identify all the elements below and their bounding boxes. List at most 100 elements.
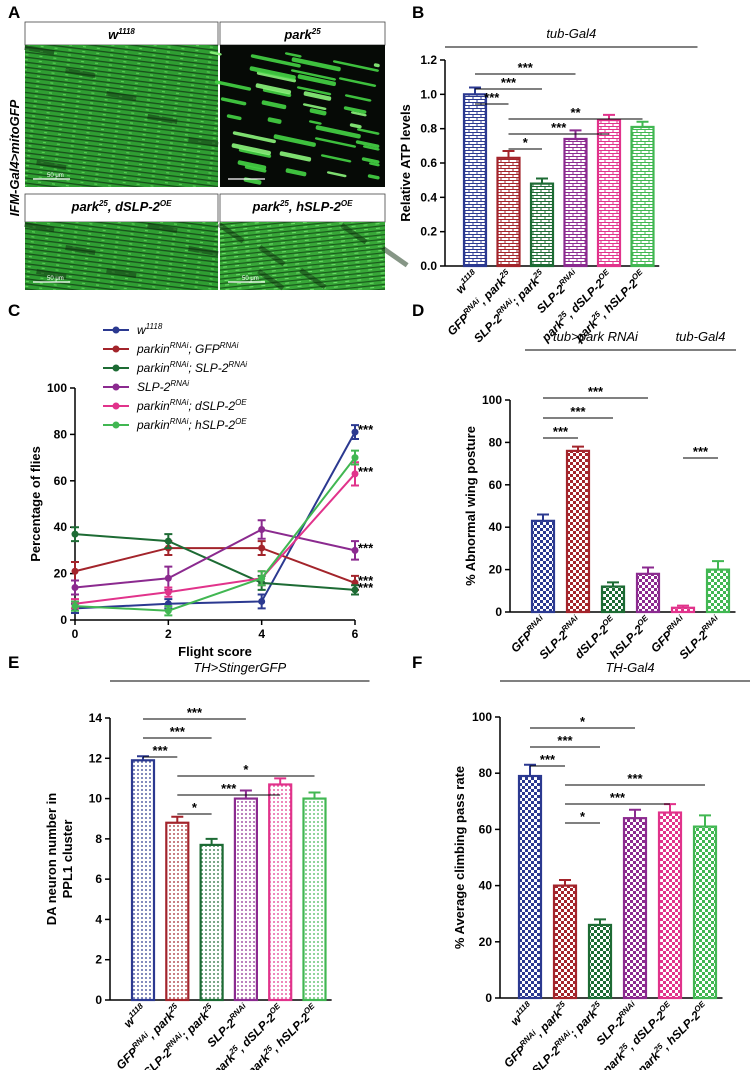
error-bar: [712, 560, 724, 570]
legend-label: parkinRNAi; GFPRNAi: [136, 341, 239, 356]
y-tick-label: 4: [95, 912, 102, 926]
error-bar: [502, 149, 515, 158]
significance-label: ***: [588, 384, 604, 399]
legend-label-part: RNAi: [220, 341, 239, 350]
y-tick-label: 2: [95, 953, 102, 967]
significance-label: ***: [570, 404, 586, 419]
error-bar: [607, 581, 619, 587]
x-axis-label: Flight score: [178, 644, 252, 659]
x-tick-label-part: RNAi: [228, 1001, 249, 1022]
significance-label: ***: [187, 705, 203, 720]
mito-streak: [367, 174, 380, 180]
bar: [496, 156, 521, 268]
y-axis-label: Percentage of flies: [28, 446, 43, 562]
legend-label-part: 1118: [146, 322, 163, 331]
bar: [596, 118, 622, 268]
panel-letter: B: [412, 3, 424, 22]
shadow: [299, 268, 327, 290]
image-label-part: 1118: [118, 27, 135, 36]
bar: [552, 884, 578, 1000]
point: [351, 586, 359, 594]
error-bar: [699, 814, 711, 827]
legend-marker: [112, 345, 120, 353]
point: [351, 454, 359, 462]
point: [71, 567, 79, 575]
y-tick-label: 1.0: [420, 87, 437, 101]
shadow: [36, 160, 67, 171]
error-bar: [205, 837, 218, 845]
error-bar: [594, 918, 606, 925]
legend-label-part: RNAi: [170, 417, 189, 426]
y-tick-label: 80: [54, 427, 68, 441]
y-tick-label: 0.2: [420, 225, 437, 239]
x-tick-label-part: RNAi: [700, 613, 721, 634]
panel-letter: D: [412, 301, 424, 320]
significance-label: **: [570, 105, 581, 120]
x-tick-label-part: dSLP-2: [572, 622, 611, 661]
mito-streak: [262, 88, 292, 98]
mito-streak: [273, 134, 316, 147]
error-bar: [559, 878, 571, 886]
x-tick-label-part: 1118: [459, 267, 477, 285]
legend-marker: [112, 421, 120, 429]
legend-label: parkinRNAi; hSLP-2OE: [136, 417, 247, 432]
y-tick-label: 40: [54, 520, 68, 534]
bar: [563, 137, 588, 268]
shadow: [188, 246, 219, 257]
error-bar: [569, 129, 582, 139]
image-label-part: w: [108, 27, 119, 42]
legend-label: w1118: [137, 322, 163, 337]
error-bar: [274, 777, 287, 785]
significance-label: ***: [557, 733, 573, 748]
bar: [130, 759, 156, 1002]
error-bar: [537, 513, 549, 521]
mito-streak: [320, 154, 352, 163]
micrograph: [25, 45, 218, 187]
annotation: ***: [358, 573, 374, 588]
mito-streak: [373, 63, 380, 68]
error-bar: [572, 445, 584, 451]
scale-bar-label: 50 μm: [47, 173, 64, 179]
significance-label: ***: [610, 790, 626, 805]
shadow: [65, 245, 96, 256]
legend-marker: [112, 402, 120, 410]
mito-streak: [291, 57, 341, 72]
point: [258, 544, 266, 552]
significance-label: *: [243, 762, 249, 777]
y-axis-label: PPL1 cluster: [60, 820, 75, 899]
y-tick-label: 14: [89, 711, 103, 725]
point: [258, 574, 266, 582]
mito-streak: [284, 52, 302, 58]
shadow: [217, 222, 245, 244]
legend-label-part: RNAi: [170, 341, 189, 350]
legend-label-part: RNAi: [170, 398, 189, 407]
error-bar: [308, 791, 321, 799]
image-label: park25: [283, 27, 321, 42]
x-tick-label-part: 1118: [127, 1001, 145, 1019]
mito-streak: [308, 120, 322, 125]
image-label: park25, hSLP-2OE: [252, 199, 354, 214]
mito-streak: [279, 151, 312, 162]
side-label: IFM-Gal4>mitoGFP: [7, 99, 22, 216]
point: [258, 597, 266, 605]
group-title: TH-Gal4: [605, 660, 654, 675]
shadow: [340, 223, 368, 245]
error-bar: [171, 815, 184, 823]
significance-label: *: [192, 800, 198, 815]
y-tick-label: 80: [489, 435, 503, 449]
legend-label-part: ; hSLP-2: [188, 418, 235, 432]
x-tick-label-part: RNAi: [665, 613, 686, 634]
image-label-part: 25: [311, 27, 321, 36]
significance-label: ***: [518, 60, 534, 75]
point: [258, 526, 266, 534]
mito-streak: [332, 60, 379, 72]
legend-label: parkinRNAi; SLP-2RNAi: [136, 360, 247, 375]
mito-streak: [214, 80, 252, 91]
annotation: ***: [358, 464, 374, 479]
legend-marker: [112, 364, 120, 372]
x-tick-label: w1118: [120, 1001, 149, 1030]
panel-letter: C: [8, 301, 20, 320]
legend-label-part: parkin: [136, 399, 170, 413]
x-tick-label-part: , hSLP-2: [658, 1008, 703, 1053]
